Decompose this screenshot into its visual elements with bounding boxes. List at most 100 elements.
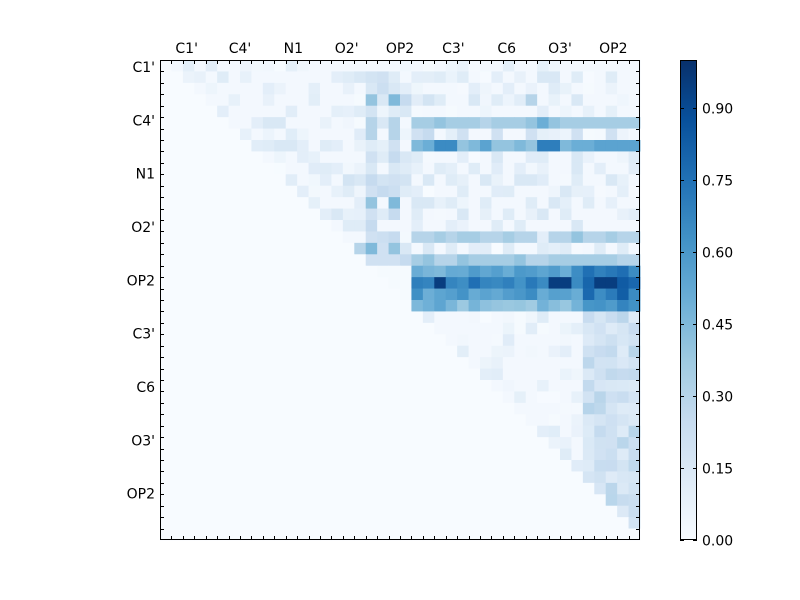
heatmap-cell bbox=[480, 357, 492, 369]
heatmap-cell bbox=[262, 197, 275, 209]
heatmap-cell bbox=[617, 162, 629, 175]
heatmap-cell bbox=[320, 437, 332, 449]
heatmap-cell bbox=[594, 322, 607, 335]
heatmap-cell bbox=[194, 334, 207, 347]
heatmap-cell bbox=[457, 197, 469, 209]
heatmap-cell bbox=[468, 322, 481, 335]
heatmap-cell bbox=[274, 185, 287, 198]
heatmap-cell bbox=[285, 460, 298, 472]
heatmap-cell bbox=[354, 208, 367, 221]
heatmap-cell bbox=[400, 208, 412, 221]
heatmap-cell bbox=[274, 482, 287, 495]
heatmap-cell bbox=[594, 197, 607, 209]
heatmap-cell bbox=[502, 482, 515, 495]
heatmap-cell bbox=[400, 414, 412, 427]
heatmap-cell bbox=[514, 71, 527, 84]
heatmap-cell bbox=[308, 231, 321, 244]
heatmap-cell bbox=[468, 60, 481, 72]
heatmap-cell bbox=[422, 151, 435, 164]
heatmap-cell bbox=[228, 391, 241, 404]
heatmap-cell bbox=[502, 391, 515, 404]
heatmap-cell bbox=[320, 402, 332, 415]
heatmap-cell bbox=[594, 105, 607, 118]
heatmap-cell bbox=[628, 345, 641, 358]
heatmap-cell bbox=[285, 471, 298, 484]
heatmap-cell bbox=[548, 425, 561, 438]
minor-ticks bbox=[160, 60, 640, 540]
heatmap-cell bbox=[400, 494, 412, 507]
heatmap-cell bbox=[251, 437, 264, 449]
heatmap-cell bbox=[525, 231, 538, 244]
heatmap-cell bbox=[560, 94, 572, 107]
heatmap-cell bbox=[354, 220, 367, 232]
heatmap-cell bbox=[445, 300, 458, 312]
heatmap-cell bbox=[514, 60, 527, 72]
heatmap-cell bbox=[422, 300, 435, 312]
heatmap-cell bbox=[571, 288, 584, 301]
heatmap-cell bbox=[160, 505, 172, 518]
heatmap-cell bbox=[525, 174, 538, 187]
heatmap-cell bbox=[388, 254, 401, 267]
heatmap-cell bbox=[308, 140, 321, 152]
heatmap-cell bbox=[320, 357, 332, 369]
heatmap-cell bbox=[422, 174, 435, 187]
heatmap-cell bbox=[400, 505, 412, 518]
heatmap-cell bbox=[388, 60, 401, 72]
heatmap-cell bbox=[228, 414, 241, 427]
heatmap-cell bbox=[594, 517, 607, 529]
heatmap-cell bbox=[502, 71, 515, 84]
heatmap-cell bbox=[240, 311, 252, 324]
heatmap-cell bbox=[331, 471, 344, 484]
heatmap-cell bbox=[194, 471, 207, 484]
heatmap-cell bbox=[308, 197, 321, 209]
heatmap-cell bbox=[571, 345, 584, 358]
heatmap-cell bbox=[262, 425, 275, 438]
heatmap-cell bbox=[217, 482, 229, 495]
heatmap-cell bbox=[445, 105, 458, 118]
heatmap-cell bbox=[262, 402, 275, 415]
heatmap-cell bbox=[228, 220, 241, 232]
heatmap-cell bbox=[308, 82, 321, 95]
heatmap-cell bbox=[285, 391, 298, 404]
heatmap-cell bbox=[571, 254, 584, 267]
heatmap-cell bbox=[205, 82, 218, 95]
heatmap-cell bbox=[582, 471, 595, 484]
heatmap-cell bbox=[434, 208, 447, 221]
heatmap-cell bbox=[354, 265, 367, 278]
heatmap-cell bbox=[217, 140, 229, 152]
heatmap-cell bbox=[274, 460, 287, 472]
heatmap-cell bbox=[194, 140, 207, 152]
heatmap-cell bbox=[240, 82, 252, 95]
heatmap-cell bbox=[320, 151, 332, 164]
heatmap-cell bbox=[342, 448, 355, 461]
heatmap-cell bbox=[411, 482, 424, 495]
heatmap-cell bbox=[297, 60, 309, 72]
heatmap-cell bbox=[240, 277, 252, 289]
heatmap-cell bbox=[411, 242, 424, 255]
heatmap-cell bbox=[411, 71, 424, 84]
heatmap-cell bbox=[594, 94, 607, 107]
heatmap-cell bbox=[514, 311, 527, 324]
heatmap-cell bbox=[365, 311, 378, 324]
heatmap-cell bbox=[182, 242, 195, 255]
heatmap-cell bbox=[217, 437, 229, 449]
heatmap-cell bbox=[171, 357, 184, 369]
heatmap-cell bbox=[411, 322, 424, 335]
heatmap-cell bbox=[411, 437, 424, 449]
heatmap-cell bbox=[537, 311, 549, 324]
heatmap-cell bbox=[525, 254, 538, 267]
heatmap-cell bbox=[274, 437, 287, 449]
heatmap-cell bbox=[502, 528, 515, 541]
heatmap-cell bbox=[594, 162, 607, 175]
heatmap-cell bbox=[388, 82, 401, 95]
heatmap-cell bbox=[537, 494, 549, 507]
heatmap-cell bbox=[491, 220, 504, 232]
heatmap-cell bbox=[308, 128, 321, 141]
heatmap-cell bbox=[285, 368, 298, 381]
heatmap-cell bbox=[182, 380, 195, 392]
heatmap-cell bbox=[445, 482, 458, 495]
heatmap-cell bbox=[171, 220, 184, 232]
heatmap-cell bbox=[354, 254, 367, 267]
heatmap-cell bbox=[194, 482, 207, 495]
heatmap-cell bbox=[297, 277, 309, 289]
